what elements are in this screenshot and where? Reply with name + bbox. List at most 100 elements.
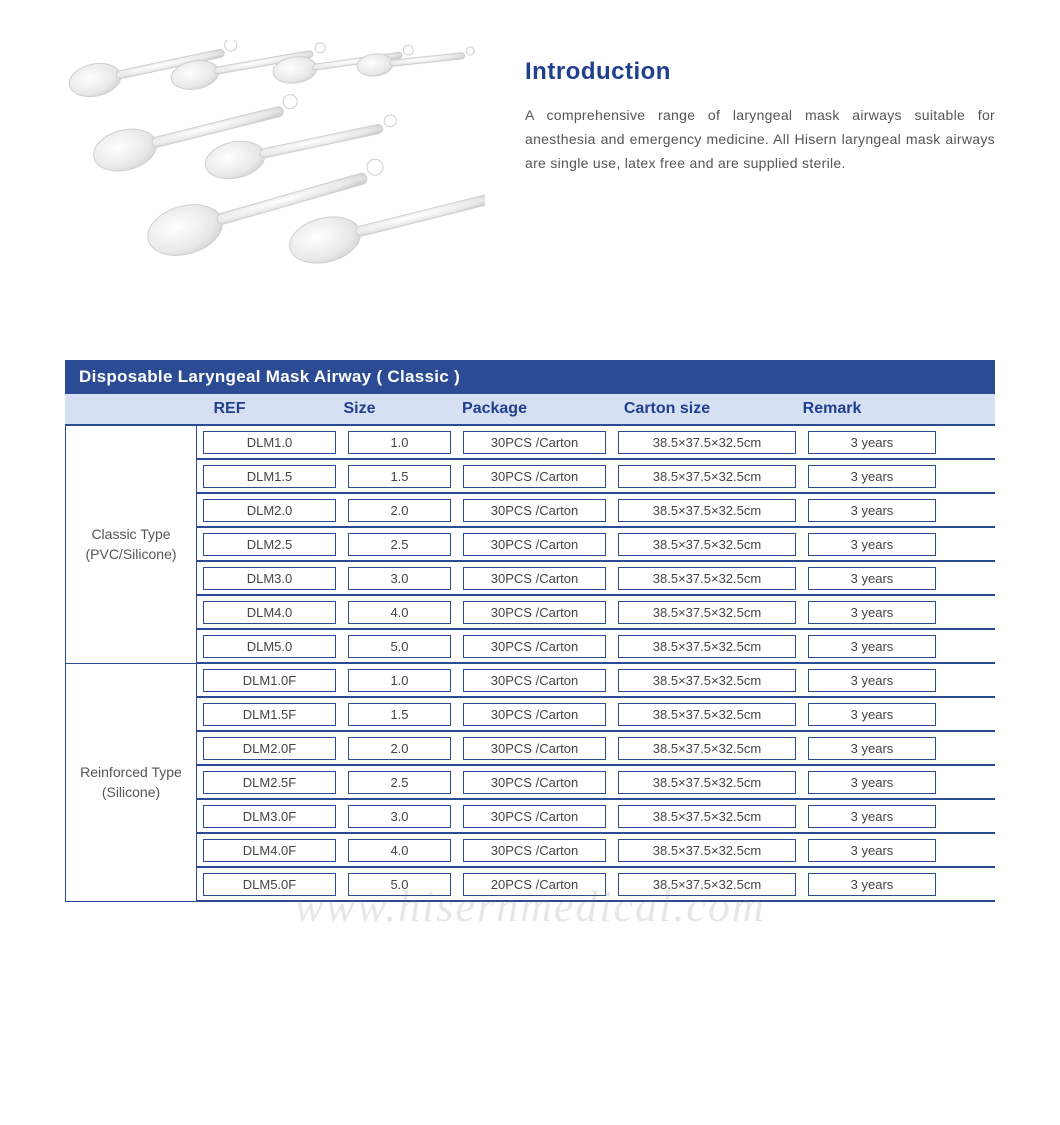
carton-cell: 38.5×37.5×32.5cm (612, 737, 802, 760)
table-body: Classic Type(PVC/Silicone)DLM1.01.030PCS… (65, 426, 995, 902)
remark-cell: 3 years (802, 567, 942, 590)
size-cell-value: 2.5 (348, 533, 451, 556)
package-cell-value: 30PCS /Carton (463, 499, 606, 522)
section-title: Disposable Laryngeal Mask Airway ( Class… (65, 360, 995, 394)
table-row: DLM4.04.030PCS /Carton38.5×37.5×32.5cm3 … (197, 596, 995, 630)
type-label: Classic Type(PVC/Silicone) (65, 426, 197, 664)
size-cell: 1.0 (342, 669, 457, 692)
package-cell: 30PCS /Carton (457, 533, 612, 556)
package-cell-value: 20PCS /Carton (463, 873, 606, 896)
package-cell-value: 30PCS /Carton (463, 703, 606, 726)
carton-cell: 38.5×37.5×32.5cm (612, 771, 802, 794)
remark-cell-value: 3 years (808, 601, 936, 624)
package-cell-value: 30PCS /Carton (463, 839, 606, 862)
size-cell: 1.5 (342, 465, 457, 488)
introduction-block: Introduction A comprehensive range of la… (525, 40, 995, 300)
ref-cell: DLM5.0 (197, 635, 342, 658)
package-cell: 30PCS /Carton (457, 499, 612, 522)
package-cell: 30PCS /Carton (457, 465, 612, 488)
top-section: Introduction A comprehensive range of la… (65, 40, 995, 300)
table-row: DLM2.52.530PCS /Carton38.5×37.5×32.5cm3 … (197, 528, 995, 562)
ref-cell-value: DLM3.0 (203, 567, 336, 590)
carton-cell-value: 38.5×37.5×32.5cm (618, 635, 796, 658)
carton-cell-value: 38.5×37.5×32.5cm (618, 431, 796, 454)
remark-cell: 3 years (802, 669, 942, 692)
table-row: DLM1.0 1.0 30PCS /Carton 38.5×37.5×32.5cm 3 … (197, 426, 995, 460)
size-cell: 2.0 (342, 499, 457, 522)
table-row: DLM1.0F1.030PCS /Carton38.5×37.5×32.5cm3… (197, 664, 995, 698)
package-cell-value: 30PCS /Carton (463, 805, 606, 828)
carton-cell-value: 38.5×37.5×32.5cm (618, 601, 796, 624)
ref-cell-value: DLM4.0F (203, 839, 336, 862)
package-cell: 30PCS /Carton (457, 805, 612, 828)
col-header-ref: REF (157, 400, 302, 418)
size-cell-value: 2.0 (348, 499, 451, 522)
table-row: DLM5.05.030PCS /Carton38.5×37.5×32.5cm3 … (197, 630, 995, 664)
carton-cell-value: 38.5×37.5×32.5cm (618, 771, 796, 794)
size-cell-value: 3.0 (348, 567, 451, 590)
carton-cell: 38.5×37.5×32.5cm (612, 635, 802, 658)
remark-cell: 3 years (802, 465, 942, 488)
remark-cell-value: 3 years (808, 737, 936, 760)
size-cell: 1.5 (342, 703, 457, 726)
ref-cell: DLM2.0 (197, 499, 342, 522)
size-cell: 4.0 (342, 839, 457, 862)
remark-cell-value: 3 years (808, 533, 936, 556)
ref-cell: DLM4.0 (197, 601, 342, 624)
type-label: Reinforced Type(Silicone) (65, 664, 197, 902)
ref-cell: DLM1.0F (197, 669, 342, 692)
remark-cell-value: 3 years (808, 635, 936, 658)
ref-cell: DLM5.0F (197, 873, 342, 896)
package-cell: 30PCS /Carton (457, 771, 612, 794)
carton-cell-value: 38.5×37.5×32.5cm (618, 499, 796, 522)
package-cell: 30PCS /Carton (457, 601, 612, 624)
size-cell-value: 1.0 (348, 431, 451, 454)
size-cell: 2.5 (342, 533, 457, 556)
col-header-size: Size (302, 400, 417, 418)
product-sheet: Introduction A comprehensive range of la… (0, 0, 1060, 962)
remark-cell: 3 years (802, 601, 942, 624)
ref-cell-value: DLM2.5 (203, 533, 336, 556)
table-row: DLM2.0F 2.0 30PCS /Carton38.5×37.5×32.5cm 3… (197, 732, 995, 766)
remark-cell-value: 3 years (808, 873, 936, 896)
size-cell: 2.5 (342, 771, 457, 794)
size-cell-value: 1.5 (348, 703, 451, 726)
ref-cell: DLM1.5F (197, 703, 342, 726)
ref-cell-value: DLM2.0F (203, 737, 336, 760)
package-cell: 30PCS /Carton (457, 669, 612, 692)
carton-cell-value: 38.5×37.5×32.5cm (618, 873, 796, 896)
table-row: DLM1.51.530PCS /Carton38.5×37.5×32.5cm3 … (197, 460, 995, 494)
size-cell-value: 2.5 (348, 771, 451, 794)
col-header-remark: Remark (762, 400, 902, 418)
size-cell: 3.0 (342, 567, 457, 590)
rows-wrap: DLM1.0F1.030PCS /Carton38.5×37.5×32.5cm3… (197, 664, 995, 902)
package-cell: 30PCS /Carton (457, 703, 612, 726)
carton-cell: 38.5×37.5×32.5cm (612, 839, 802, 862)
carton-cell: 38.5×37.5×32.5cm (612, 601, 802, 624)
carton-cell-value: 38.5×37.5×32.5cm (618, 805, 796, 828)
package-cell: 30PCS /Carton (457, 737, 612, 760)
package-cell-value: 30PCS /Carton (463, 669, 606, 692)
carton-cell-value: 38.5×37.5×32.5cm (618, 567, 796, 590)
remark-cell: 3 years (802, 533, 942, 556)
carton-cell: 38.5×37.5×32.5cm (612, 431, 802, 454)
package-cell-value: 30PCS /Carton (463, 465, 606, 488)
introduction-title: Introduction (525, 58, 995, 86)
ref-cell-value: DLM5.0F (203, 873, 336, 896)
package-cell-value: 30PCS /Carton (463, 533, 606, 556)
size-cell-value: 2.0 (348, 737, 451, 760)
ref-cell: DLM4.0F (197, 839, 342, 862)
package-cell: 30PCS /Carton (457, 635, 612, 658)
remark-cell-value: 3 years (808, 431, 936, 454)
carton-cell: 38.5×37.5×32.5cm (612, 805, 802, 828)
ref-cell: DLM1.0 (197, 431, 342, 454)
package-cell: 30PCS /Carton (457, 431, 612, 454)
remark-cell: 3 years (802, 499, 942, 522)
package-cell-value: 30PCS /Carton (463, 567, 606, 590)
col-header-carton: Carton size (572, 400, 762, 418)
table-row: DLM2.0 2.0 30PCS /Carton 38.5×37.5×32.5cm 3 … (197, 494, 995, 528)
ref-cell-value: DLM3.0F (203, 805, 336, 828)
package-cell-value: 30PCS /Carton (463, 601, 606, 624)
table-row: DLM5.0F5.020PCS /Carton38.5×37.5×32.5cm3… (197, 868, 995, 902)
table-row: DLM3.0F3.030PCS /Carton38.5×37.5×32.5cm3… (197, 800, 995, 834)
